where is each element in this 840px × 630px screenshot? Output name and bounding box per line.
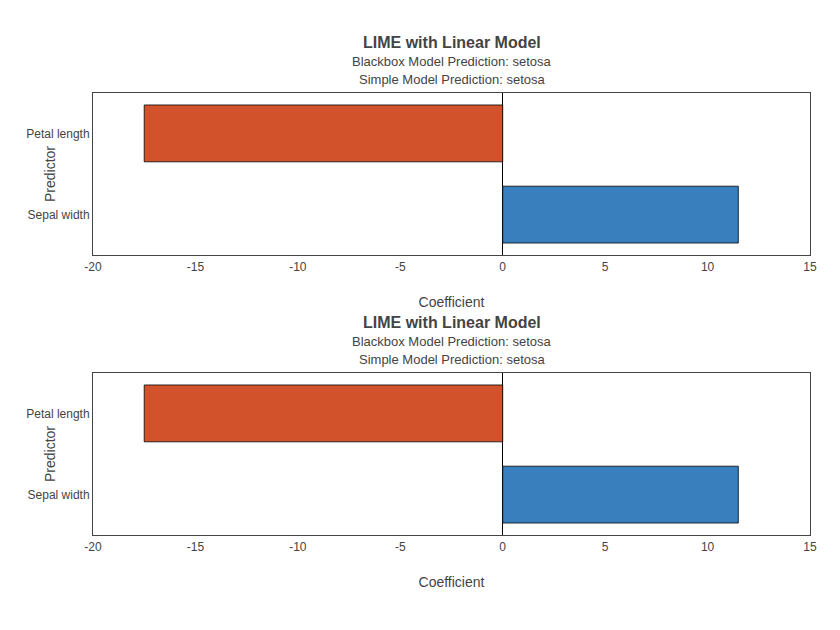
svg-text:15: 15	[803, 540, 817, 554]
svg-text:-20: -20	[84, 540, 102, 554]
svg-text:Simple Model Prediction: setos: Simple Model Prediction: setosa	[359, 72, 545, 87]
svg-text:Petal length: Petal length	[26, 407, 89, 421]
svg-text:LIME with Linear Model: LIME with Linear Model	[363, 314, 541, 331]
svg-text:Sepal width: Sepal width	[28, 488, 90, 502]
svg-text:-15: -15	[187, 540, 205, 554]
svg-text:-5: -5	[395, 540, 406, 554]
svg-text:5: 5	[602, 260, 609, 274]
svg-text:Blackbox Model Prediction: set: Blackbox Model Prediction: setosa	[352, 54, 551, 69]
svg-text:Coefficient: Coefficient	[419, 294, 485, 310]
svg-text:-5: -5	[395, 260, 406, 274]
svg-text:Predictor: Predictor	[42, 426, 58, 482]
svg-text:-10: -10	[289, 260, 307, 274]
svg-text:0: 0	[499, 260, 506, 274]
svg-text:Predictor: Predictor	[42, 146, 58, 202]
svg-text:LIME with Linear Model: LIME with Linear Model	[363, 34, 541, 51]
svg-text:-10: -10	[289, 540, 307, 554]
svg-text:Coefficient: Coefficient	[419, 574, 485, 590]
svg-text:0: 0	[499, 540, 506, 554]
svg-text:10: 10	[701, 260, 715, 274]
svg-text:-15: -15	[187, 260, 205, 274]
svg-text:-20: -20	[84, 260, 102, 274]
svg-text:Simple Model Prediction: setos: Simple Model Prediction: setosa	[359, 352, 545, 367]
svg-text:15: 15	[803, 260, 817, 274]
svg-text:10: 10	[701, 540, 715, 554]
svg-text:Petal length: Petal length	[26, 127, 89, 141]
svg-text:5: 5	[602, 540, 609, 554]
svg-text:Blackbox Model Prediction: set: Blackbox Model Prediction: setosa	[352, 334, 551, 349]
svg-text:Sepal width: Sepal width	[28, 208, 90, 222]
